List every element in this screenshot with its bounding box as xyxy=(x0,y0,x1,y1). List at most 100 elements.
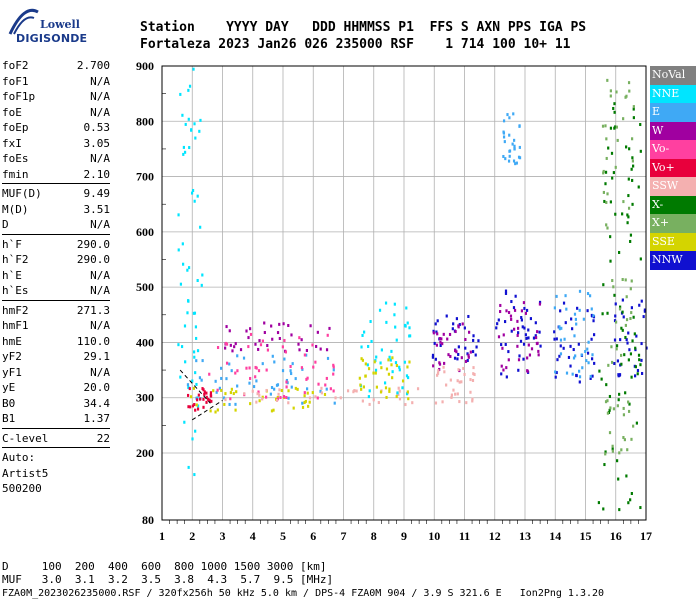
point-sse xyxy=(385,367,389,371)
param-group-critical-frequencies: foF2 2.700 foF1 N/A foF1p N/A foE N/A foEp 0.53 fx… xyxy=(2,58,110,182)
point-ssw xyxy=(456,392,459,396)
point-sse xyxy=(307,404,310,408)
point-nnw xyxy=(617,373,620,377)
point-nnw xyxy=(538,330,541,334)
point-ssw xyxy=(256,392,259,396)
point-x xyxy=(625,318,629,322)
point-w xyxy=(276,331,280,335)
param-hes: h`Es N/A xyxy=(2,283,110,299)
point-nnw xyxy=(466,358,469,362)
point-e xyxy=(572,356,576,360)
point-x xyxy=(607,363,610,367)
point-nnw xyxy=(521,325,524,329)
param-yf2: yF2 29.1 xyxy=(2,349,110,365)
point-nne xyxy=(186,268,189,272)
param-label: D xyxy=(2,218,9,231)
point-nnw xyxy=(523,306,526,310)
point-nnw xyxy=(570,317,573,321)
point-nnw xyxy=(628,348,631,352)
point-x xyxy=(627,358,630,362)
point-nne xyxy=(390,349,393,353)
point-vo xyxy=(249,376,252,380)
param-value: N/A xyxy=(90,74,110,88)
point-vo xyxy=(208,372,211,376)
point-nnw xyxy=(525,308,529,312)
point-ssw xyxy=(243,392,246,396)
point-e xyxy=(518,145,521,149)
param-value: N/A xyxy=(90,218,110,231)
point-ssw xyxy=(454,392,457,396)
point-ssw xyxy=(443,370,446,374)
point-x xyxy=(629,239,632,243)
point-vo xyxy=(216,388,219,392)
point-x xyxy=(606,411,610,415)
point-w xyxy=(319,347,322,351)
point-nne xyxy=(177,343,180,347)
point-sse xyxy=(385,395,388,399)
point-e xyxy=(230,369,233,373)
point-sse xyxy=(303,401,306,405)
point-x xyxy=(612,407,616,411)
point-w xyxy=(315,344,318,348)
param-label: fxI xyxy=(2,136,22,150)
point-x xyxy=(613,110,616,114)
x-tick-label: 4 xyxy=(250,529,256,543)
point-nnw xyxy=(458,323,461,327)
point-ssw xyxy=(441,400,444,404)
point-ssw xyxy=(278,388,281,392)
point-nne xyxy=(363,330,366,334)
point-e xyxy=(581,366,584,370)
point-vo xyxy=(305,377,308,381)
param-divider xyxy=(2,183,110,184)
point-nnw xyxy=(567,355,571,359)
point-sse xyxy=(311,391,314,395)
point-nnw xyxy=(613,338,617,342)
point-nne xyxy=(190,191,194,195)
point-x xyxy=(628,402,631,406)
point-nnw xyxy=(559,344,562,348)
point-vo xyxy=(326,333,329,337)
point-nnw xyxy=(569,344,572,348)
point-x xyxy=(623,438,626,442)
logo-digisonde-text: DIGISONDE xyxy=(16,32,88,45)
point-w xyxy=(224,346,227,350)
point-w xyxy=(454,349,457,353)
point-x xyxy=(624,278,627,282)
point-vo xyxy=(194,408,197,412)
point-w xyxy=(513,308,517,312)
point-x xyxy=(632,164,635,168)
point-e xyxy=(508,133,511,137)
point-x xyxy=(615,347,618,351)
point-ssw xyxy=(372,398,375,402)
point-e xyxy=(286,381,289,385)
point-x xyxy=(628,147,631,151)
point-ssw xyxy=(277,392,280,396)
point-nnw xyxy=(477,339,480,343)
point-e xyxy=(325,387,328,391)
point-sse xyxy=(367,367,371,371)
point-ssw xyxy=(334,396,337,400)
point-x xyxy=(627,194,630,198)
point-sse xyxy=(216,408,219,412)
point-w xyxy=(258,339,261,343)
point-x xyxy=(627,409,631,413)
point-vo xyxy=(249,332,253,336)
point-e xyxy=(502,135,506,139)
point-nne xyxy=(388,355,391,359)
point-x xyxy=(605,223,608,227)
point-vo xyxy=(234,371,237,375)
point-e xyxy=(301,401,304,405)
point-sse xyxy=(406,365,409,369)
param-hmf1: hmF1 N/A xyxy=(2,318,110,334)
point-ssw xyxy=(452,388,455,392)
point-e xyxy=(502,154,505,158)
point-vo xyxy=(257,390,260,394)
legend-item-x: X+ xyxy=(650,214,696,233)
point-nne xyxy=(187,465,190,469)
point-ssw xyxy=(368,402,371,406)
point-x xyxy=(631,159,634,163)
point-w xyxy=(247,336,250,340)
point-w xyxy=(271,337,274,341)
point-sse xyxy=(223,402,226,406)
point-vo xyxy=(311,343,314,347)
